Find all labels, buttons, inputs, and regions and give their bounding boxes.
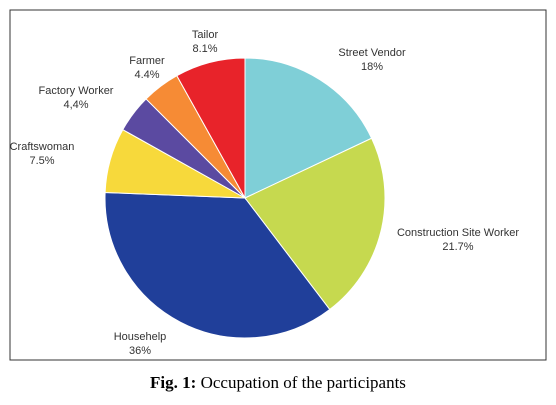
pie-slice <box>176 57 246 200</box>
labels: Street Vendor 18% Construction Site Worker… <box>10 29 520 357</box>
chart-frame <box>9 9 547 361</box>
caption: Fig. 1: Occupation of the participants <box>150 373 406 392</box>
slice-value: 7.5% <box>29 155 54 167</box>
slice-value: 21.7% <box>442 241 473 253</box>
slice-name: Factory Worker <box>39 85 114 97</box>
pie <box>104 57 386 339</box>
slice-name: Craftswoman <box>10 141 75 153</box>
pie-slice <box>244 137 386 311</box>
slice-value: 18% <box>361 61 383 73</box>
pie-slice <box>104 191 331 339</box>
slice-name: Farmer <box>129 55 165 67</box>
caption-label: Fig. 1: <box>150 373 196 392</box>
slice-name: Househelp <box>114 331 167 343</box>
caption-text: Occupation of the participants <box>201 373 406 392</box>
slice-value: 4,4% <box>63 99 88 111</box>
slice-name: Street Vendor <box>338 47 406 59</box>
slice-name: Construction Site Worker <box>397 227 519 239</box>
slice-value: 36% <box>129 345 151 357</box>
slice-value: 4.4% <box>134 69 159 81</box>
pie-slice <box>244 57 373 199</box>
slice-name: Tailor <box>192 29 219 41</box>
slice-value: 8.1% <box>192 43 217 55</box>
